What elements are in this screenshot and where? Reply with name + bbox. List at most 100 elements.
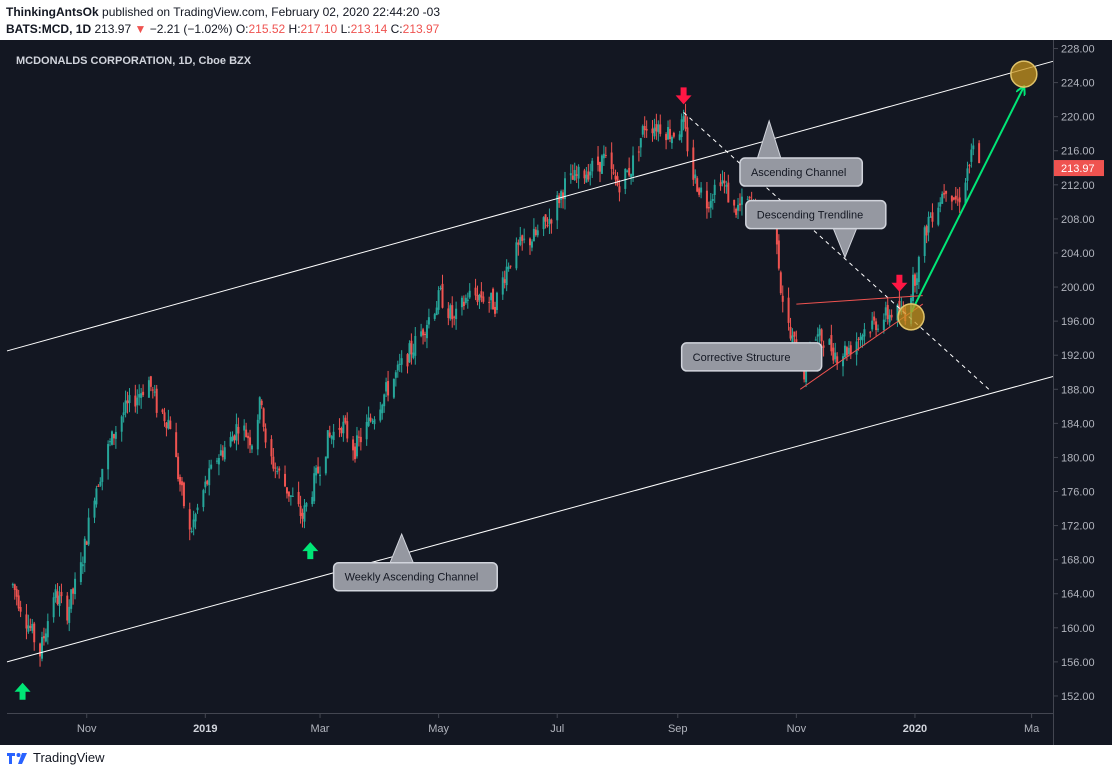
candle-body [54, 589, 57, 598]
candle-body [468, 290, 471, 298]
candle-body [297, 491, 300, 505]
candle-body [659, 124, 662, 134]
candle-body [13, 584, 16, 590]
high-value: 217.10 [300, 22, 338, 36]
candle-body [857, 338, 860, 340]
candle-body [575, 174, 578, 176]
candle-body [616, 176, 619, 186]
candle-body [929, 216, 932, 218]
candle-body [793, 331, 796, 337]
candle-body [626, 170, 629, 172]
top-down-arrow-2-icon[interactable] [891, 274, 908, 292]
candle-body [179, 477, 182, 485]
price-tick-label: 160.00 [1061, 623, 1095, 635]
time-tick-label: May [428, 723, 449, 735]
candle-body [97, 485, 100, 487]
candle-body [602, 153, 605, 159]
candle-body [383, 394, 386, 407]
candle-body [369, 417, 372, 421]
candle-body [925, 226, 928, 236]
candle-body [952, 197, 955, 200]
candle-body [202, 490, 205, 508]
candle-body [803, 370, 806, 380]
candle-body [686, 127, 689, 152]
candle-body [558, 195, 561, 204]
last-price-badge-label: 213.97 [1061, 163, 1095, 175]
tradingview-logo-icon [7, 752, 27, 764]
candle-body [698, 188, 701, 195]
candle-body [464, 297, 467, 303]
time-axis[interactable]: Nov 2019 Mar May Jul Sep Nov 2020 Ma [77, 713, 1040, 735]
candle-body [875, 321, 878, 331]
low-value: 213.14 [350, 22, 388, 36]
candle-body [42, 636, 45, 639]
publish-line: ThinkingAntsOk published on TradingView.… [6, 5, 440, 19]
callout-box [745, 199, 887, 230]
candle-body [229, 437, 232, 447]
candle-body [546, 224, 549, 227]
candle-body [175, 432, 178, 458]
change-down-icon: ▼ [134, 22, 147, 36]
target-circle[interactable] [1010, 60, 1038, 88]
time-tick-label: Sep [668, 723, 688, 735]
price-tick-label: 200.00 [1061, 282, 1095, 294]
candle-body [66, 595, 69, 621]
price-axis[interactable]: 228.00 224.00 220.00 216.00 212.00 208.00 204.… [1053, 44, 1104, 703]
high-label: H: [288, 22, 301, 36]
candle-body [943, 192, 946, 195]
candle-body [285, 487, 288, 494]
candle-body [655, 124, 658, 132]
callout[interactable]: Weekly Ascending Channel [332, 532, 498, 592]
candle-body [367, 417, 370, 426]
price-tick-label: 196.00 [1061, 316, 1095, 328]
candle-body [95, 488, 98, 505]
low-up-arrow-1-icon[interactable] [14, 682, 31, 700]
candle-body [161, 409, 164, 413]
candle-body [112, 434, 115, 439]
callout-text: Descending Trendline [757, 210, 863, 222]
candle-body [441, 283, 444, 308]
candle-body [394, 372, 397, 378]
candle-body [324, 456, 327, 474]
candle-body [818, 328, 821, 336]
candle-body [453, 316, 456, 318]
candle-body [859, 336, 862, 340]
price-tick-label: 168.00 [1061, 555, 1095, 567]
candle-body [114, 431, 117, 439]
candle-body [449, 305, 452, 319]
candle-body [781, 295, 784, 302]
price-tick-label: 188.00 [1061, 384, 1095, 396]
price-chart[interactable]: Ascending Channel Descending Trendline Cor… [0, 40, 1112, 745]
footer-brand[interactable]: TradingView [33, 750, 105, 765]
callout-text: Weekly Ascending Channel [345, 572, 479, 584]
candle-body [845, 347, 848, 356]
callout[interactable]: Corrective Structure [680, 342, 823, 372]
candle-body [503, 279, 506, 283]
candle-body [140, 393, 143, 398]
candle-body [521, 235, 524, 241]
target-arrow[interactable] [910, 87, 1024, 314]
candle-body [142, 391, 145, 396]
candle-body [738, 203, 741, 206]
top-down-arrow-1-icon[interactable] [675, 87, 692, 105]
candle-body [501, 277, 504, 295]
callout[interactable]: Descending Trendline [745, 199, 887, 259]
author-name[interactable]: ThinkingAntsOk [6, 5, 99, 19]
candle-body [299, 505, 302, 516]
candle-body [915, 278, 918, 286]
callout-box [332, 561, 498, 592]
candle-body [270, 439, 273, 457]
symbol-name[interactable]: BATS:MCD, 1D [6, 22, 92, 36]
breakout-circle[interactable] [897, 303, 925, 331]
candle-body [249, 437, 252, 446]
callout[interactable]: Ascending Channel [739, 119, 864, 187]
low-up-arrow-2-icon[interactable] [302, 542, 319, 560]
candle-body [705, 190, 708, 209]
candle-body [109, 441, 112, 443]
weekly-channel-lower[interactable] [6, 376, 1054, 663]
corrective-top[interactable] [796, 295, 923, 305]
candle-body [155, 388, 158, 413]
candle-body [85, 541, 88, 545]
candle-body [153, 391, 156, 393]
weekly-channel-upper[interactable] [6, 60, 1054, 352]
